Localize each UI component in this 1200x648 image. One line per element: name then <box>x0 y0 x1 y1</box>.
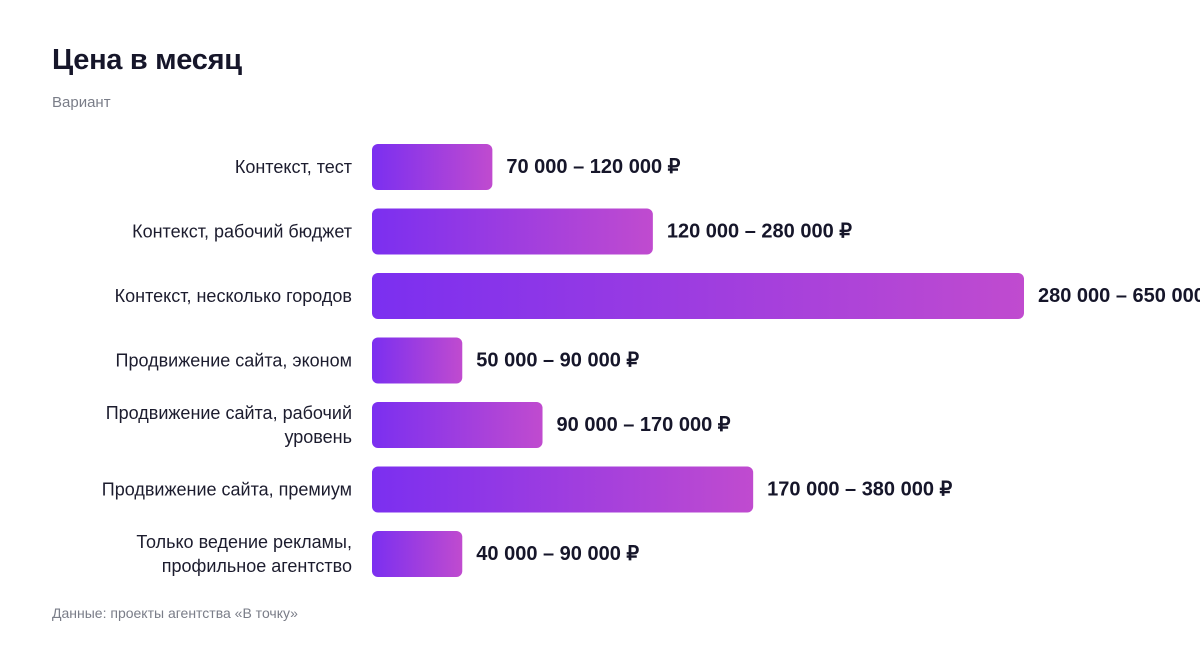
value-label: 280 000 – 650 000 ₽ <box>1038 285 1200 307</box>
category-label: Продвижение сайта, премиум <box>102 480 352 500</box>
bar <box>372 273 1024 319</box>
category-label: Только ведение рекламы, профильное агентс… <box>136 532 352 576</box>
category-label: Контекст, тест <box>235 157 352 177</box>
bar <box>372 337 463 384</box>
chart-subtitle: Вариант <box>52 94 111 111</box>
value-label: 170 000 – 380 000 ₽ <box>767 479 952 501</box>
bar <box>372 466 754 513</box>
category-label: Продвижение сайта, эконом <box>116 351 352 371</box>
category-label: Продвижение сайта, рабочий уровень <box>106 403 352 447</box>
bar <box>372 402 543 448</box>
category-label: Контекст, несколько городов <box>115 286 352 306</box>
chart-title: Цена в месяц <box>52 44 242 76</box>
value-label: 120 000 – 280 000 ₽ <box>667 221 852 243</box>
bar <box>372 208 653 255</box>
category-label: Контекст, рабочий бюджет <box>132 222 352 242</box>
bar <box>372 144 493 190</box>
value-label: 90 000 – 170 000 ₽ <box>557 414 731 436</box>
bar <box>372 531 463 577</box>
value-label: 40 000 – 90 000 ₽ <box>476 543 639 565</box>
data-source-note: Данные: проекты агентства «В точку» <box>52 605 298 621</box>
value-label: 70 000 – 120 000 ₽ <box>506 156 680 178</box>
value-label: 50 000 – 90 000 ₽ <box>476 350 639 372</box>
